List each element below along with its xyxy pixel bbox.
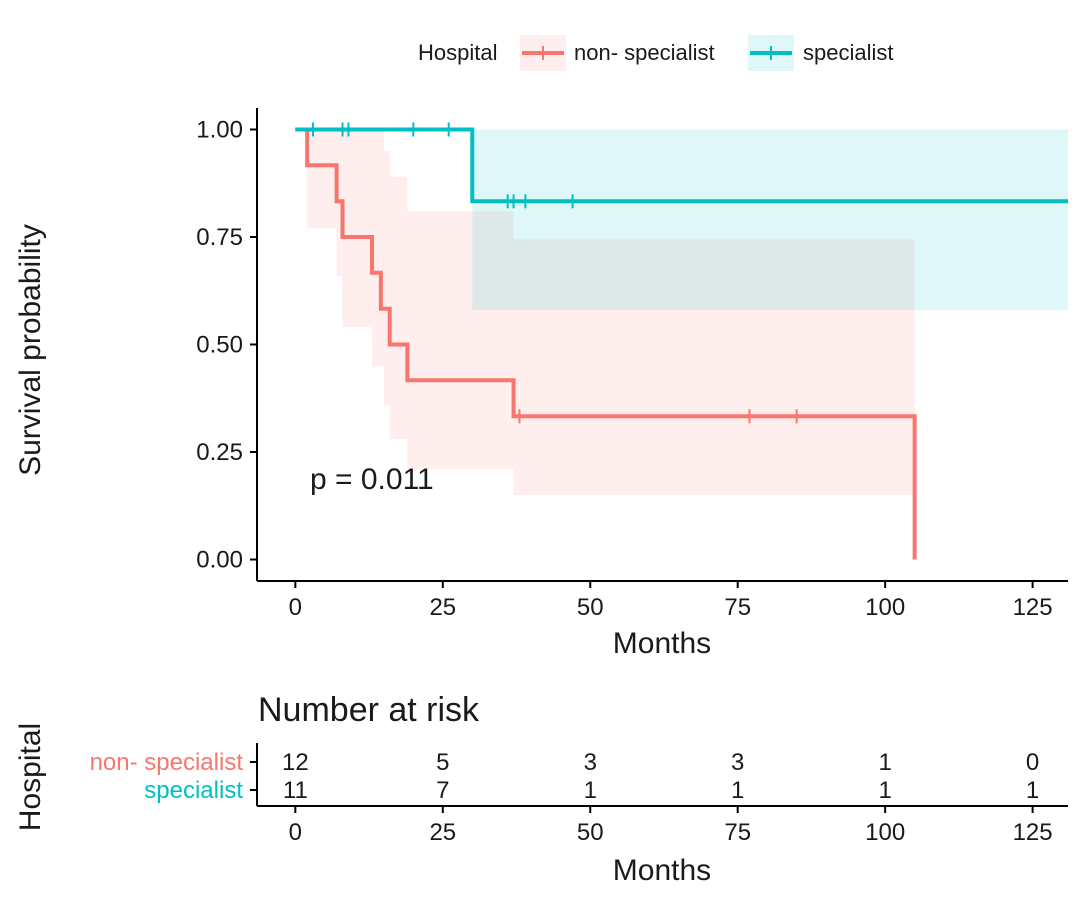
risk-table-title: Number at risk (258, 691, 480, 729)
survival-plot: 0.00 0.25 0.50 0.75 1.00 0 25 50 75 100 125 Month… (14, 108, 1068, 660)
legend-item-non-specialist: non- specialist (520, 35, 715, 71)
risk-x-tick-label: 125 (1013, 819, 1053, 846)
ci-band-non-specialist (295, 129, 915, 495)
y-tick-label: 1.00 (196, 117, 243, 144)
y-tick-label: 0.75 (196, 224, 243, 251)
risk-x-tick-label: 0 (289, 819, 302, 846)
risk-count: 1 (878, 777, 891, 804)
risk-row-label: specialist (144, 777, 243, 804)
survival-curves (295, 127, 1068, 560)
risk-x-tick-label: 50 (577, 819, 604, 846)
risk-x-tick-label: 100 (865, 819, 905, 846)
y-tick-label: 0.50 (196, 332, 243, 359)
risk-table-x-ticks: 0 25 50 75 100 125 (289, 806, 1053, 846)
risk-count: 3 (584, 749, 597, 776)
risk-count: 1 (584, 777, 597, 804)
ci-band-specialist (295, 129, 1068, 311)
y-axis-label: Survival probability (14, 224, 47, 476)
risk-count: 5 (436, 749, 449, 776)
risk-x-tick-label: 75 (724, 819, 751, 846)
x-tick-label: 25 (429, 594, 456, 621)
risk-x-tick-label: 25 (429, 819, 456, 846)
legend-label-specialist: specialist (803, 40, 893, 65)
risk-table-x-label: Months (613, 854, 711, 887)
risk-count: 3 (731, 749, 744, 776)
legend: Hospital non- specialist specialist (418, 35, 893, 71)
risk-count: 0 (1026, 749, 1039, 776)
x-axis-label: Months (613, 627, 711, 660)
survival-curve-non-specialist (295, 127, 917, 560)
risk-count: 1 (1026, 777, 1039, 804)
risk-count: 7 (436, 777, 449, 804)
risk-count: 11 (283, 777, 308, 804)
risk-table: Number at risk non- specialist 12 5 3 3 1 0spe… (14, 691, 1068, 887)
y-tick-label: 0.25 (196, 439, 243, 466)
x-tick-label: 75 (724, 594, 751, 621)
y-tick-label: 0.00 (196, 547, 243, 574)
risk-row-label: non- specialist (90, 749, 244, 776)
legend-label-non-specialist: non- specialist (574, 40, 715, 65)
survival-curve-specialist (295, 127, 1068, 204)
x-tick-label: 50 (577, 594, 604, 621)
risk-count: 1 (878, 749, 891, 776)
risk-table-y-label: Hospital (14, 723, 47, 831)
x-tick-label: 125 (1013, 594, 1053, 621)
y-axis-ticks: 0.00 0.25 0.50 0.75 1.00 (196, 117, 257, 574)
x-tick-label: 100 (865, 594, 905, 621)
legend-item-specialist: specialist (748, 35, 893, 71)
censor-marks (312, 122, 798, 424)
x-tick-label: 0 (289, 594, 302, 621)
legend-title: Hospital (418, 40, 497, 65)
x-axis-ticks: 0 25 50 75 100 125 (289, 581, 1053, 621)
risk-count: 1 (731, 777, 744, 804)
confidence-bands (295, 129, 1068, 495)
risk-count: 12 (282, 749, 309, 776)
p-value-annotation: p = 0.011 (310, 463, 434, 496)
